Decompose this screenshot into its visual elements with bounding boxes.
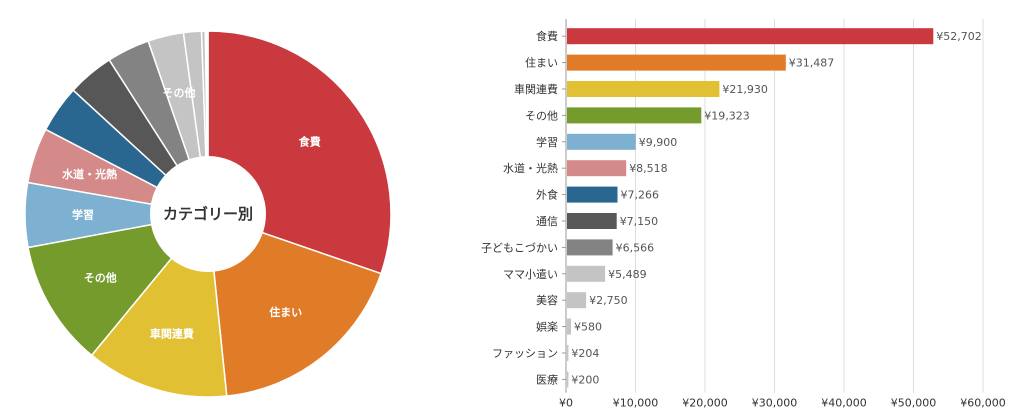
pie-slice <box>207 212 382 397</box>
bar <box>567 160 627 177</box>
x-tick-label: ¥0 <box>559 397 573 410</box>
x-tick-label: ¥10,000 <box>613 397 659 410</box>
pie-chart: 食費 住まい 車関連費 その他 学習 水道・光熱 その他 カテゴリー別 <box>0 0 420 413</box>
bar-value-label: ¥5,489 <box>608 268 647 281</box>
pie-slice-label: 水道・光熱 <box>62 167 117 181</box>
pie-center-hole <box>150 156 266 272</box>
bar-value-label: ¥6,566 <box>616 241 655 254</box>
x-tick-label: ¥20,000 <box>682 397 728 410</box>
bar <box>567 371 569 388</box>
bar-category-label: 娯楽 <box>536 320 558 334</box>
bar-value-label: ¥7,150 <box>620 215 659 228</box>
bar <box>567 239 613 256</box>
bar-value-label: ¥31,487 <box>789 57 835 70</box>
bar-category-label: 学習 <box>536 135 558 149</box>
bar-category-label: 車関連費 <box>514 82 558 96</box>
bar <box>567 265 606 282</box>
bar <box>567 133 636 150</box>
x-tick-label: ¥60,000 <box>960 397 1006 410</box>
bar-chart-svg: 食費住まい車関連費その他学習水道・光熱外食通信子どもこづかいママ小遣い美容娯楽フ… <box>481 19 1006 410</box>
bar-value-label: ¥200 <box>571 373 599 386</box>
pie-slice-label: 学習 <box>72 208 94 222</box>
pie-center-label: カテゴリー別 <box>163 205 253 223</box>
bar-category-label: 美容 <box>536 293 558 307</box>
pie-slice-label: 食費 <box>299 134 321 148</box>
bar-category-label: 外食 <box>536 188 558 202</box>
pie-slice-label: 住まい <box>269 305 302 319</box>
bar-category-label: 食費 <box>536 29 558 43</box>
bar-category-label: ママ小遣い <box>503 267 558 281</box>
bar <box>567 318 571 335</box>
bar-category-label: 水道・光熱 <box>503 161 558 175</box>
bar-category-label: 通信 <box>536 215 558 228</box>
bar-value-label: ¥2,750 <box>589 294 628 307</box>
bar <box>567 345 569 361</box>
x-tick-label: ¥50,000 <box>891 397 937 410</box>
bar <box>567 54 786 71</box>
bar <box>567 28 934 45</box>
bar-category-label: 子どもこづかい <box>481 241 558 254</box>
bar-category-label: 医療 <box>536 372 558 386</box>
bar-value-label: ¥7,266 <box>621 189 660 202</box>
pie-slice-label: その他 <box>163 85 196 99</box>
pie-slice-label: 車関連費 <box>150 327 194 341</box>
bar-value-label: ¥21,930 <box>722 83 768 96</box>
bar-value-label: ¥52,702 <box>936 30 982 43</box>
bar-value-label: ¥8,518 <box>629 162 668 175</box>
bar <box>567 186 618 203</box>
bar-value-label: ¥580 <box>574 321 602 334</box>
bar-value-label: ¥9,900 <box>639 136 678 149</box>
bar <box>567 81 720 97</box>
x-tick-label: ¥30,000 <box>752 397 798 410</box>
x-tick-label: ¥40,000 <box>821 397 867 410</box>
bar-category-label: その他 <box>525 109 558 122</box>
pie-slice-label: その他 <box>84 271 117 285</box>
bar-chart: 食費住まい車関連費その他学習水道・光熱外食通信子どもこづかいママ小遣い美容娯楽フ… <box>440 0 1024 413</box>
bar <box>567 107 702 124</box>
bar <box>567 213 617 229</box>
bar <box>567 292 587 309</box>
bar-value-label: ¥19,323 <box>704 109 750 122</box>
bar-category-label: 住まい <box>525 56 558 70</box>
bar-category-label: ファッション <box>492 347 558 360</box>
bar-value-label: ¥204 <box>571 347 599 360</box>
